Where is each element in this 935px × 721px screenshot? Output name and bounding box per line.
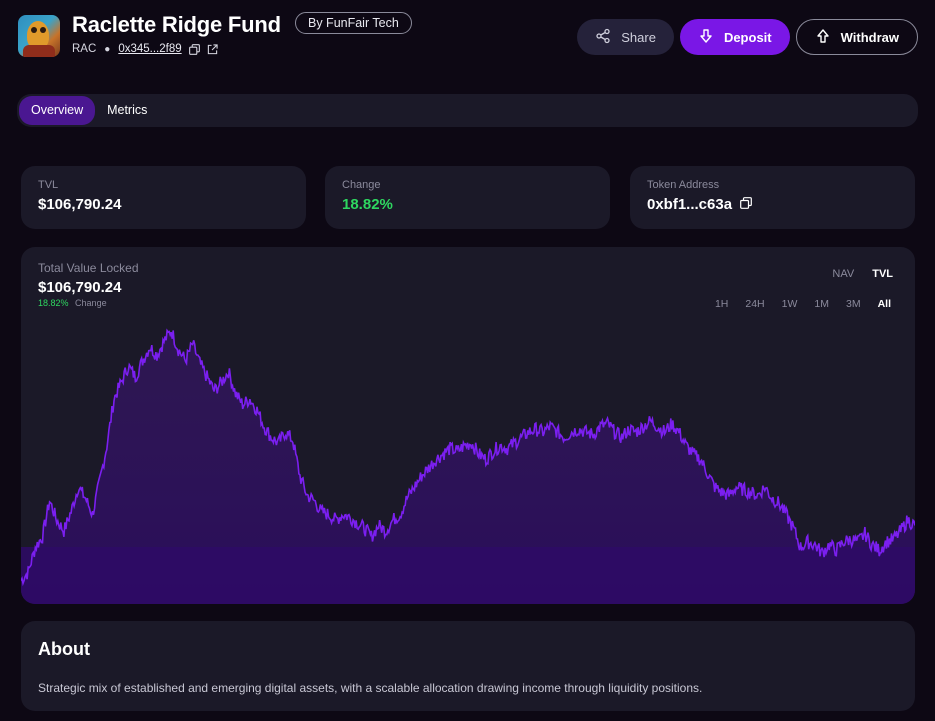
tab-bar: Overview Metrics <box>17 94 918 127</box>
fund-logo <box>18 15 60 57</box>
tvl-value: $106,790.24 <box>38 196 122 213</box>
copy-icon[interactable] <box>740 196 752 213</box>
about-title: About <box>38 639 90 659</box>
fund-address-link[interactable]: 0x345...2f89 <box>118 43 182 55</box>
fund-actions: Share Deposit Withdraw <box>577 19 918 55</box>
share-button[interactable]: Share <box>577 19 674 55</box>
chart-value: $106,790.24 <box>38 279 122 296</box>
tvl-card: TVL $106,790.24 <box>21 166 306 229</box>
share-icon <box>595 28 611 47</box>
header: Raclette Ridge Fund By FunFair Tech RAC … <box>18 12 918 62</box>
tvl-area-fill <box>21 330 915 604</box>
tab-overview[interactable]: Overview <box>19 96 96 125</box>
tvl-label: TVL <box>38 179 59 191</box>
tab-metrics[interactable]: Metrics <box>107 103 148 117</box>
arrow-down-icon <box>698 28 714 47</box>
withdraw-label: Withdraw <box>840 29 899 45</box>
token-address-card: Token Address 0xbf1...c63a <box>630 166 915 229</box>
chart-label: Total Value Locked <box>38 261 139 275</box>
change-label: Change <box>342 179 381 191</box>
fund-symbol: RAC <box>72 43 97 55</box>
copy-icon[interactable] <box>188 43 200 55</box>
range-1m[interactable]: 1M <box>814 298 829 310</box>
tvl-series-line <box>21 328 915 587</box>
chart-change-word: Change <box>75 298 107 308</box>
range-3m[interactable]: 3M <box>845 298 861 310</box>
withdraw-button[interactable]: Withdraw <box>795 19 918 55</box>
range-24h[interactable]: 24H <box>745 298 765 310</box>
metric-tvl[interactable]: TVL <box>872 268 893 280</box>
chart-change-pct: 18.82% <box>38 298 69 308</box>
token-address-value: 0xbf1...c63a <box>647 196 733 213</box>
tvl-area-chart <box>21 328 915 604</box>
chart-change: 18.82% Change <box>38 298 107 308</box>
time-range-selector: 1H 24H 1W 1M 3M All <box>715 298 891 310</box>
about-card: About Strategic mix of established and e… <box>21 621 915 711</box>
range-1h[interactable]: 1H <box>714 298 729 310</box>
external-link-icon[interactable] <box>207 43 218 55</box>
baseline-band <box>21 547 915 604</box>
range-1w[interactable]: 1W <box>781 298 798 310</box>
metric-toggle: NAV TVL <box>832 268 893 280</box>
fund-meta: RAC ● 0x345...2f89 <box>72 43 218 55</box>
range-all[interactable]: All <box>877 298 891 310</box>
page-title: Raclette Ridge Fund <box>72 12 281 37</box>
token-address-label: Token Address <box>647 179 720 191</box>
token-address-row: 0xbf1...c63a <box>647 196 898 213</box>
metric-nav[interactable]: NAV <box>832 268 855 280</box>
tvl-chart-card: Total Value Locked $106,790.24 18.82% Ch… <box>21 247 915 604</box>
change-value: 18.82% <box>342 196 393 213</box>
deposit-button[interactable]: Deposit <box>679 19 790 55</box>
creator-badge[interactable]: By FunFair Tech <box>295 12 412 34</box>
share-label: Share <box>621 29 656 45</box>
deposit-label: Deposit <box>723 29 772 45</box>
separator-dot: ● <box>104 43 111 55</box>
change-card: Change 18.82% <box>325 166 610 229</box>
arrow-up-icon <box>815 28 831 47</box>
about-text: Strategic mix of established and emergin… <box>38 681 703 695</box>
